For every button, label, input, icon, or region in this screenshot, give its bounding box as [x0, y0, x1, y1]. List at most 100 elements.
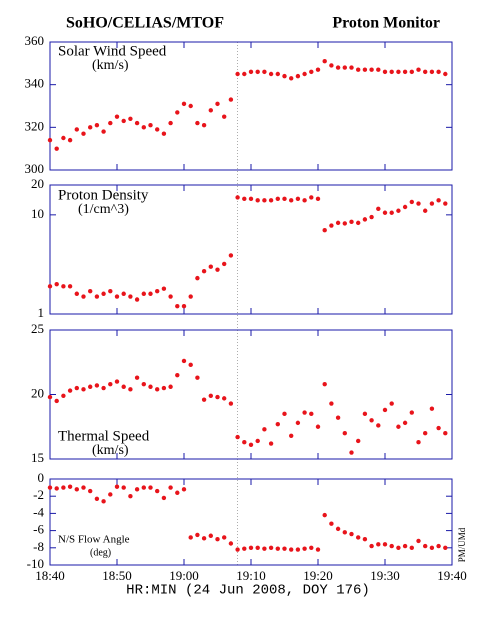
data-point — [268, 71, 274, 77]
data-point — [396, 545, 401, 550]
data-point — [81, 294, 86, 299]
data-point — [242, 71, 247, 77]
data-point — [282, 411, 287, 417]
data-point — [181, 303, 187, 309]
data-point — [342, 431, 347, 436]
data-point — [201, 397, 207, 402]
data-point — [436, 543, 441, 549]
data-point — [302, 71, 307, 77]
data-point — [275, 546, 280, 551]
data-point — [255, 545, 260, 550]
data-point — [389, 69, 394, 75]
data-point — [155, 488, 160, 494]
data-point — [114, 484, 120, 489]
data-point — [289, 547, 294, 552]
data-point — [215, 101, 220, 107]
data-point — [201, 269, 207, 274]
data-point — [376, 206, 381, 212]
data-point — [443, 545, 448, 550]
data-point — [315, 67, 321, 72]
x-axis-label: HR:MIN (24 Jun 2008, DOY 176) — [126, 583, 370, 599]
data-point — [81, 485, 86, 490]
data-point — [54, 398, 59, 404]
y-tick-label: -8 — [33, 539, 44, 554]
data-point — [409, 69, 414, 75]
data-point — [315, 424, 321, 429]
data-point — [295, 73, 301, 79]
data-point — [322, 512, 327, 518]
data-point — [342, 65, 347, 70]
data-point — [161, 131, 167, 136]
data-point — [356, 220, 361, 226]
data-point — [101, 291, 106, 296]
data-point — [148, 384, 153, 389]
x-tick-label: 19:30 — [370, 568, 400, 583]
title-left: SoHO/CELIAS/MTOF — [66, 15, 224, 32]
data-point — [155, 387, 160, 392]
data-point — [94, 294, 100, 299]
data-point — [108, 492, 113, 497]
data-point — [369, 67, 374, 72]
data-point — [423, 208, 428, 213]
data-point — [128, 387, 133, 392]
y-tick-label: 340 — [25, 76, 45, 91]
data-point — [376, 67, 381, 72]
data-point — [88, 384, 93, 389]
data-point — [315, 196, 321, 202]
data-point — [201, 536, 207, 541]
data-point — [67, 284, 73, 289]
data-point — [101, 129, 106, 134]
data-point — [342, 530, 347, 535]
data-point — [322, 228, 327, 233]
data-point — [101, 385, 106, 391]
data-point — [443, 431, 448, 436]
data-point — [228, 97, 234, 102]
data-point — [315, 547, 321, 552]
data-point — [349, 219, 354, 225]
data-point — [335, 526, 341, 532]
data-point — [54, 281, 59, 287]
data-point — [67, 484, 73, 489]
data-point — [369, 418, 374, 423]
data-point — [195, 120, 200, 126]
data-point — [429, 201, 435, 206]
data-point — [429, 69, 435, 75]
data-point — [295, 420, 301, 426]
data-point — [289, 198, 294, 203]
data-point — [148, 485, 153, 490]
data-point — [222, 535, 227, 540]
data-point — [61, 284, 66, 289]
data-point — [155, 127, 160, 132]
data-point — [94, 123, 100, 128]
data-point — [429, 545, 435, 550]
x-tick-label: 19:40 — [437, 568, 467, 583]
data-point — [322, 59, 327, 64]
data-point — [262, 69, 267, 75]
data-point — [248, 442, 254, 448]
data-point — [402, 69, 408, 75]
data-point — [114, 379, 120, 384]
data-point — [382, 542, 388, 547]
data-point — [376, 542, 381, 547]
data-point — [329, 223, 334, 228]
data-point — [114, 294, 120, 299]
data-point — [389, 543, 394, 549]
data-point — [335, 415, 341, 420]
data-point — [208, 533, 213, 538]
data-point — [329, 63, 334, 68]
data-point — [302, 410, 307, 415]
data-point — [235, 71, 240, 77]
data-point — [382, 407, 388, 413]
data-point — [335, 65, 341, 70]
data-point — [215, 537, 220, 542]
data-point — [88, 488, 93, 494]
data-point — [108, 381, 113, 387]
data-point — [88, 125, 93, 130]
data-point — [423, 543, 428, 549]
data-point — [61, 135, 66, 141]
data-point — [322, 381, 327, 387]
data-point — [396, 208, 401, 213]
data-point — [148, 291, 153, 296]
data-point — [67, 137, 73, 143]
data-point — [416, 440, 421, 445]
